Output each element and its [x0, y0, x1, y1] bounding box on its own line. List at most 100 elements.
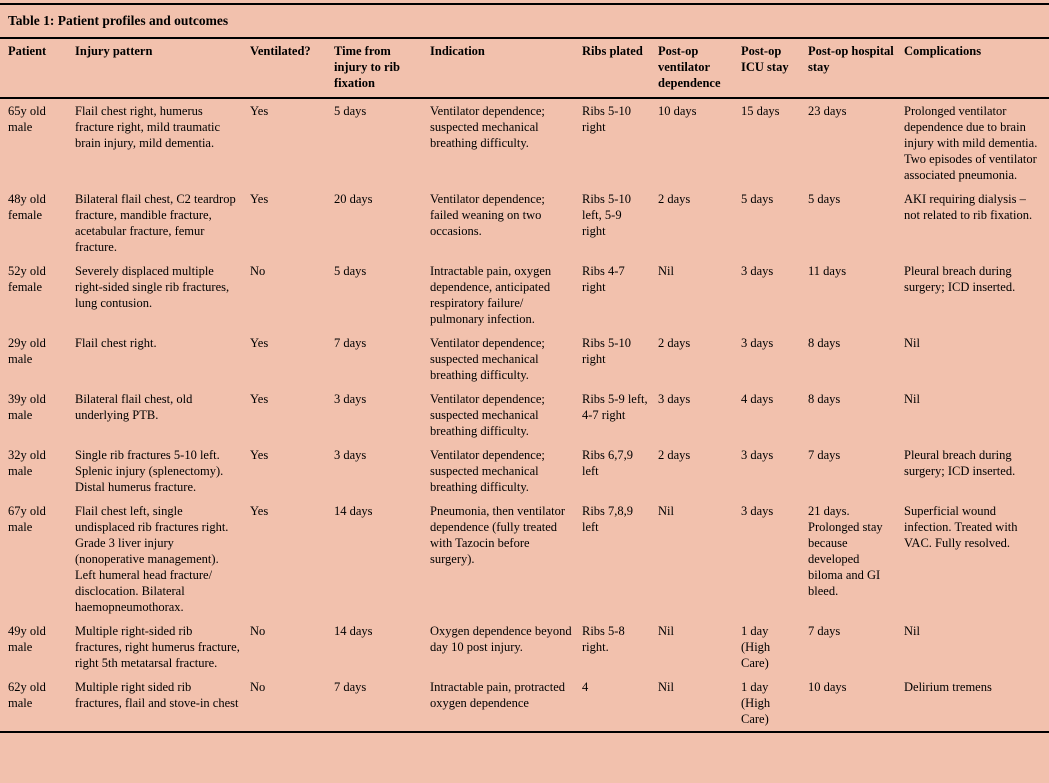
table-cell: Ventilator dependence; suspected mechani… [430, 392, 545, 438]
patient-outcomes-table: Patient Injury pattern Ventilated? Time fro… [0, 39, 1049, 731]
table-cell: Pneumonia, then ventilator dependence (f… [430, 504, 566, 566]
table-cell: Ribs 5-8 right. [582, 624, 625, 654]
table-cell: Ribs 5-10 right [582, 336, 631, 366]
column-header: Time from injury to rib fixation [334, 39, 430, 99]
table-cell: Nil [658, 264, 674, 278]
table-cell: Nil [658, 680, 674, 694]
table-cell: 7 days [334, 336, 367, 350]
table-cell: Ribs 7,8,9 left [582, 504, 634, 534]
table-cell: Flail chest right, humerus fracture righ… [75, 104, 221, 150]
table-cell: 10 days [658, 104, 697, 118]
table-cell: Delirium tremens [904, 680, 992, 694]
table-cell: Pleural breach during surgery; ICD inser… [904, 264, 1016, 294]
table-cell: 20 days [334, 192, 373, 206]
table-cell: 7 days [808, 624, 841, 638]
table-cell: Intractable pain, protracted oxygen depe… [430, 680, 565, 710]
table-cell: 48y old female [8, 192, 46, 222]
table-cell: 52y old female [8, 264, 46, 294]
table-body: 65y old male Flail chest right, humerus f… [0, 98, 1049, 731]
table-cell: Multiple right sided rib fractures, flai… [75, 680, 239, 710]
table-cell: Intractable pain, oxygen dependence, ant… [430, 264, 552, 326]
table-cell: 3 days [334, 392, 367, 406]
table-cell: 3 days [741, 504, 774, 518]
table-cell: 67y old male [8, 504, 46, 534]
header-row: Patient Injury pattern Ventilated? Time fro… [0, 39, 1049, 99]
table-cell: 2 days [658, 336, 691, 350]
table-cell: 2 days [658, 448, 691, 462]
table-cell: Ventilator dependence; suspected mechani… [430, 336, 545, 382]
column-header: Patient [0, 39, 75, 99]
table-cell: 14 days [334, 504, 373, 518]
column-header: Post-op ICU stay [741, 39, 808, 99]
table-cell: 11 days [808, 264, 847, 278]
table-cell: Ribs 6,7,9 left [582, 448, 634, 478]
table-cell: 14 days [334, 624, 373, 638]
table-cell: 5 days [334, 264, 367, 278]
table-row: 29y old male Flail chest right. Yes 7 days V… [0, 331, 1049, 387]
table-cell: No [250, 680, 266, 694]
table-cell: Bilateral flail chest, C2 teardrop fract… [75, 192, 236, 254]
table-row: 49y old male Multiple right-sided rib fra… [0, 619, 1049, 675]
table-row: 48y old female Bilateral flail chest, C2 … [0, 187, 1049, 259]
column-header: Post-op hospital stay [808, 39, 904, 99]
table-cell: 8 days [808, 392, 841, 406]
table-cell: Yes [250, 392, 269, 406]
table-cell: Single rib fractures 5-10 left. Splenic … [75, 448, 224, 494]
column-header: Ventilated? [250, 39, 334, 99]
column-header: Ribs plated [582, 39, 658, 99]
table-cell: Ribs 5-9 left, 4-7 right [582, 392, 648, 422]
table-cell: 23 days [808, 104, 847, 118]
table-cell: Ventilator dependence; failed weaning on… [430, 192, 545, 238]
table-cell: Yes [250, 104, 269, 118]
table-cell: Nil [658, 504, 674, 518]
table-cell: Ribs 5-10 left, 5-9 right [582, 192, 631, 238]
table-cell: Prolonged ventilator dependence due to b… [904, 104, 1038, 182]
table-cell: Yes [250, 448, 269, 462]
table-cell: Oxygen dependence beyond day 10 post inj… [430, 624, 572, 654]
table-cell: 3 days [658, 392, 691, 406]
table-cell: AKI requiring dialysis – not related to … [904, 192, 1033, 222]
table-row: 62y old male Multiple right sided rib fra… [0, 675, 1049, 731]
table-cell: 62y old male [8, 680, 46, 710]
table-cell: Nil [904, 624, 920, 638]
table-cell: Yes [250, 192, 269, 206]
table-cell: 29y old male [8, 336, 46, 366]
column-header: Indication [430, 39, 582, 99]
table-cell: 10 days [808, 680, 847, 694]
table-cell: No [250, 624, 266, 638]
table-row: 32y old male Single rib fractures 5-10 le… [0, 443, 1049, 499]
table-cell: 65y old male [8, 104, 46, 134]
table-row: 67y old male Flail chest left, single und… [0, 499, 1049, 619]
table-cell: 5 days [334, 104, 367, 118]
table-cell: 5 days [808, 192, 841, 206]
table-cell: Ribs 5-10 right [582, 104, 631, 134]
table-cell: Flail chest right. [75, 336, 157, 350]
table-cell: Pleural breach during surgery; ICD inser… [904, 448, 1016, 478]
table-cell: 3 days [741, 336, 774, 350]
table-cell: 5 days [741, 192, 774, 206]
table-cell: Severely displaced multiple right-sided … [75, 264, 230, 310]
table-cell: Ribs 4-7 right [582, 264, 625, 294]
table-cell: Bilateral flail chest, old underlying PT… [75, 392, 193, 422]
column-header: Post-op ventilator dependence [658, 39, 741, 99]
table-cell: Ventilator dependence; suspected mechani… [430, 104, 545, 150]
table-cell: 1 day (High Care) [741, 624, 771, 670]
table-cell: 7 days [808, 448, 841, 462]
table-cell: 39y old male [8, 392, 46, 422]
table-cell: Multiple right-sided rib fractures, righ… [75, 624, 240, 670]
table-row: 39y old male Bilateral flail chest, old u… [0, 387, 1049, 443]
table-cell: 4 days [741, 392, 774, 406]
patient-outcomes-table-frame: Table 1: Patient profiles and outcomes P… [0, 3, 1049, 733]
table-cell: Nil [904, 392, 920, 406]
table-row: 52y old female Severely displaced multipl… [0, 259, 1049, 331]
table-cell: 1 day (High Care) [741, 680, 771, 726]
table-cell: 49y old male [8, 624, 46, 654]
table-cell: Yes [250, 504, 269, 518]
table-cell: 2 days [658, 192, 691, 206]
table-cell: Superficial wound infection. Treated wit… [904, 504, 1018, 550]
table-cell: No [250, 264, 266, 278]
table-cell: 3 days [741, 264, 774, 278]
column-header: Complications [904, 39, 1049, 99]
table-cell: 21 days. Prolonged stay because develope… [808, 504, 883, 598]
